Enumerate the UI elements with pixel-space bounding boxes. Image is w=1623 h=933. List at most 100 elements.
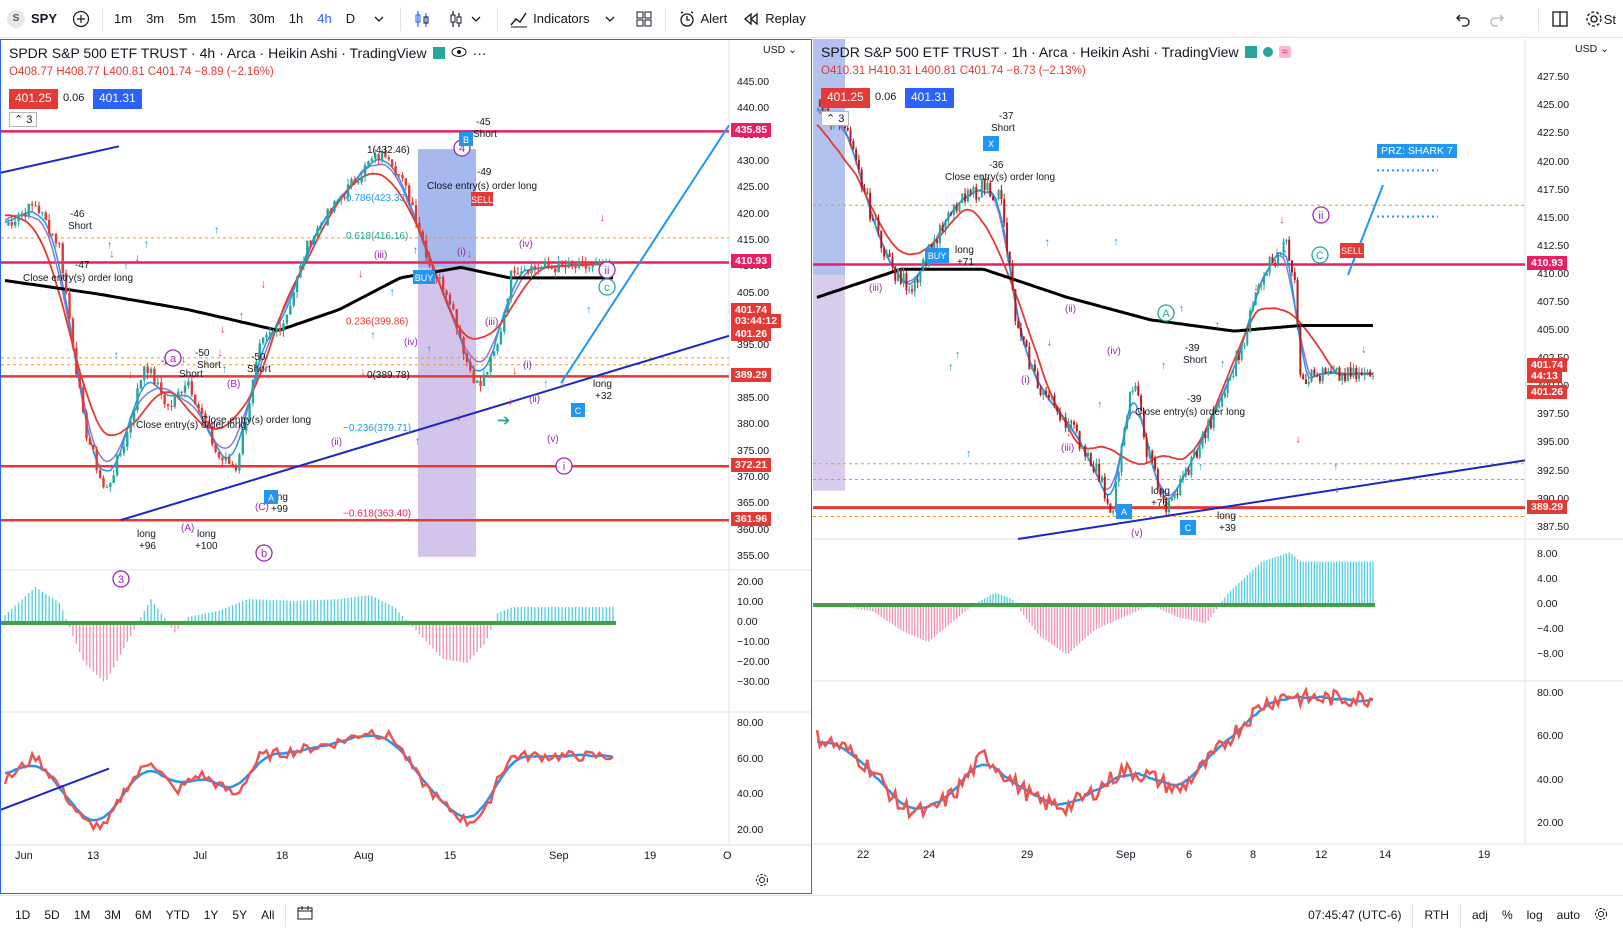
interval-1h[interactable]: 1h [288,11,304,26]
candle-body [986,182,989,191]
candle-body [275,327,278,331]
candle-body [367,161,370,166]
candle-body [112,475,115,484]
left-ask-box[interactable]: 401.31 [93,89,142,109]
chart-settings-button[interactable] [1587,907,1615,924]
left-chart-canvas[interactable]: ➔ 1(432.46) 0.786(423.33) 0.618(416.16) 0.23… [1,40,812,894]
redo-button[interactable] [1480,0,1514,38]
layout-button[interactable] [1543,0,1577,38]
right-chart-pane[interactable]: -37 Short -36 Close entry(s) order long long… [813,39,1623,894]
left-chart-pane[interactable]: ➔ 1(432.46) 0.786(423.33) 0.618(416.16) 0.23… [0,39,812,894]
candle-body [1117,472,1120,482]
candle-body [1106,498,1109,504]
rsi-trend-line [1,767,110,811]
interval-dropdown[interactable] [362,0,396,38]
candle-body [980,178,983,198]
candle-body [54,233,58,244]
bar-style-button[interactable] [405,0,439,38]
wave-circle-label: a [170,353,177,365]
candle-body [292,292,295,306]
interval-d[interactable]: D [345,11,356,26]
candle-body [343,197,346,199]
range-5d[interactable]: 5D [44,907,60,922]
candle-body [1313,369,1316,376]
price-axis-tick: 380.00 [737,418,770,431]
left-indicator-toggle[interactable]: ⌃ 3 [9,112,38,127]
candle-body [78,374,81,388]
indicators-button[interactable]: Indicators [502,0,626,38]
candle-body [1073,421,1076,425]
candle-body [1148,450,1151,458]
candle-body [1075,424,1078,432]
gear-icon [1594,907,1608,924]
signal-badge-label: C [1185,523,1192,533]
range-3m[interactable]: 3M [104,907,122,922]
sell-arrow-icon: ↓ [358,268,364,280]
wave-circle-icon [555,457,573,475]
left-currency-label[interactable]: USD ⌄ [763,44,797,56]
percent-toggle[interactable]: % [1501,908,1513,922]
candle-body [163,394,166,405]
settings-button[interactable]: St [1577,0,1623,38]
signal-badge [459,132,473,146]
range-5y[interactable]: 5Y [232,907,248,922]
interval-15m[interactable]: 15m [210,11,236,26]
candle-body [1254,292,1257,305]
candle-body [227,456,231,465]
sell-arrow-icon: ↓ [1047,336,1053,348]
candle-body [1064,417,1067,428]
adj-toggle[interactable]: adj [1471,908,1488,922]
sell-arrow-icon: ↓ [467,248,473,260]
moving-average-red [4,172,614,437]
sell-arrow-icon: ↓ [1295,433,1301,445]
chart-type-dropdown[interactable] [439,0,493,38]
clock-time[interactable]: 07:45:47 (UTC-6) [1308,908,1402,922]
symbol-search[interactable]: S SPY [0,0,64,38]
range-1m[interactable]: 1M [73,907,91,922]
left-bid-box[interactable]: 401.25 [9,89,58,109]
range-ytd[interactable]: YTD [165,907,190,922]
candle-body [1355,367,1358,380]
range-6m[interactable]: 6M [135,907,152,922]
candle-body [166,404,170,406]
candle-body [913,279,916,292]
chart-annotation: -37 [999,111,1014,122]
interval-1m[interactable]: 1m [114,11,133,26]
candle-body [183,385,187,393]
chart-annotation: Short [68,221,92,232]
right-currency-label[interactable]: USD ⌄ [1575,43,1609,55]
interval-3m[interactable]: 3m [146,11,165,26]
compare-add-button[interactable] [64,0,98,38]
more-dots-icon[interactable]: ··· [472,45,487,61]
chart-annotation: (iii) [869,283,882,294]
candle-body [537,268,540,270]
auto-toggle[interactable]: auto [1556,908,1580,922]
right-ask-box[interactable]: 401.31 [905,88,954,108]
interval-5m[interactable]: 5m [178,11,197,26]
interval-4h[interactable]: 4h [317,11,332,26]
candle-body [922,259,925,272]
left-axis-settings-button[interactable] [755,873,769,890]
range-all[interactable]: All [261,907,275,922]
eye-icon[interactable] [451,46,467,61]
undo-button[interactable] [1446,0,1480,38]
buy-arrow-icon: ↑ [107,240,113,252]
alert-button[interactable]: Alert [670,0,735,38]
session-toggle[interactable]: RTH [1424,908,1449,922]
bottom-toolbar: 1D 5D 1M 3M 6M YTD 1Y 5Y All 07:45:47 (UTC-6) RT… [0,895,1623,933]
log-toggle[interactable]: log [1526,908,1543,922]
replay-button[interactable]: Replay [734,0,812,38]
right-indicator-toggle[interactable]: ⌃ 3 [821,111,850,126]
buy-arrow-icon: ↑ [370,330,376,342]
interval-30m[interactable]: 30m [249,11,275,26]
templates-button[interactable] [627,0,661,38]
date-range-button[interactable] [290,906,320,923]
candle-body [1358,372,1361,380]
candle-body [1036,371,1039,389]
candle-body [577,261,581,268]
right-bid-box[interactable]: 401.25 [821,88,870,108]
range-1d[interactable]: 1D [15,907,31,922]
candle-body [1243,345,1246,347]
range-1y[interactable]: 1Y [203,907,219,922]
